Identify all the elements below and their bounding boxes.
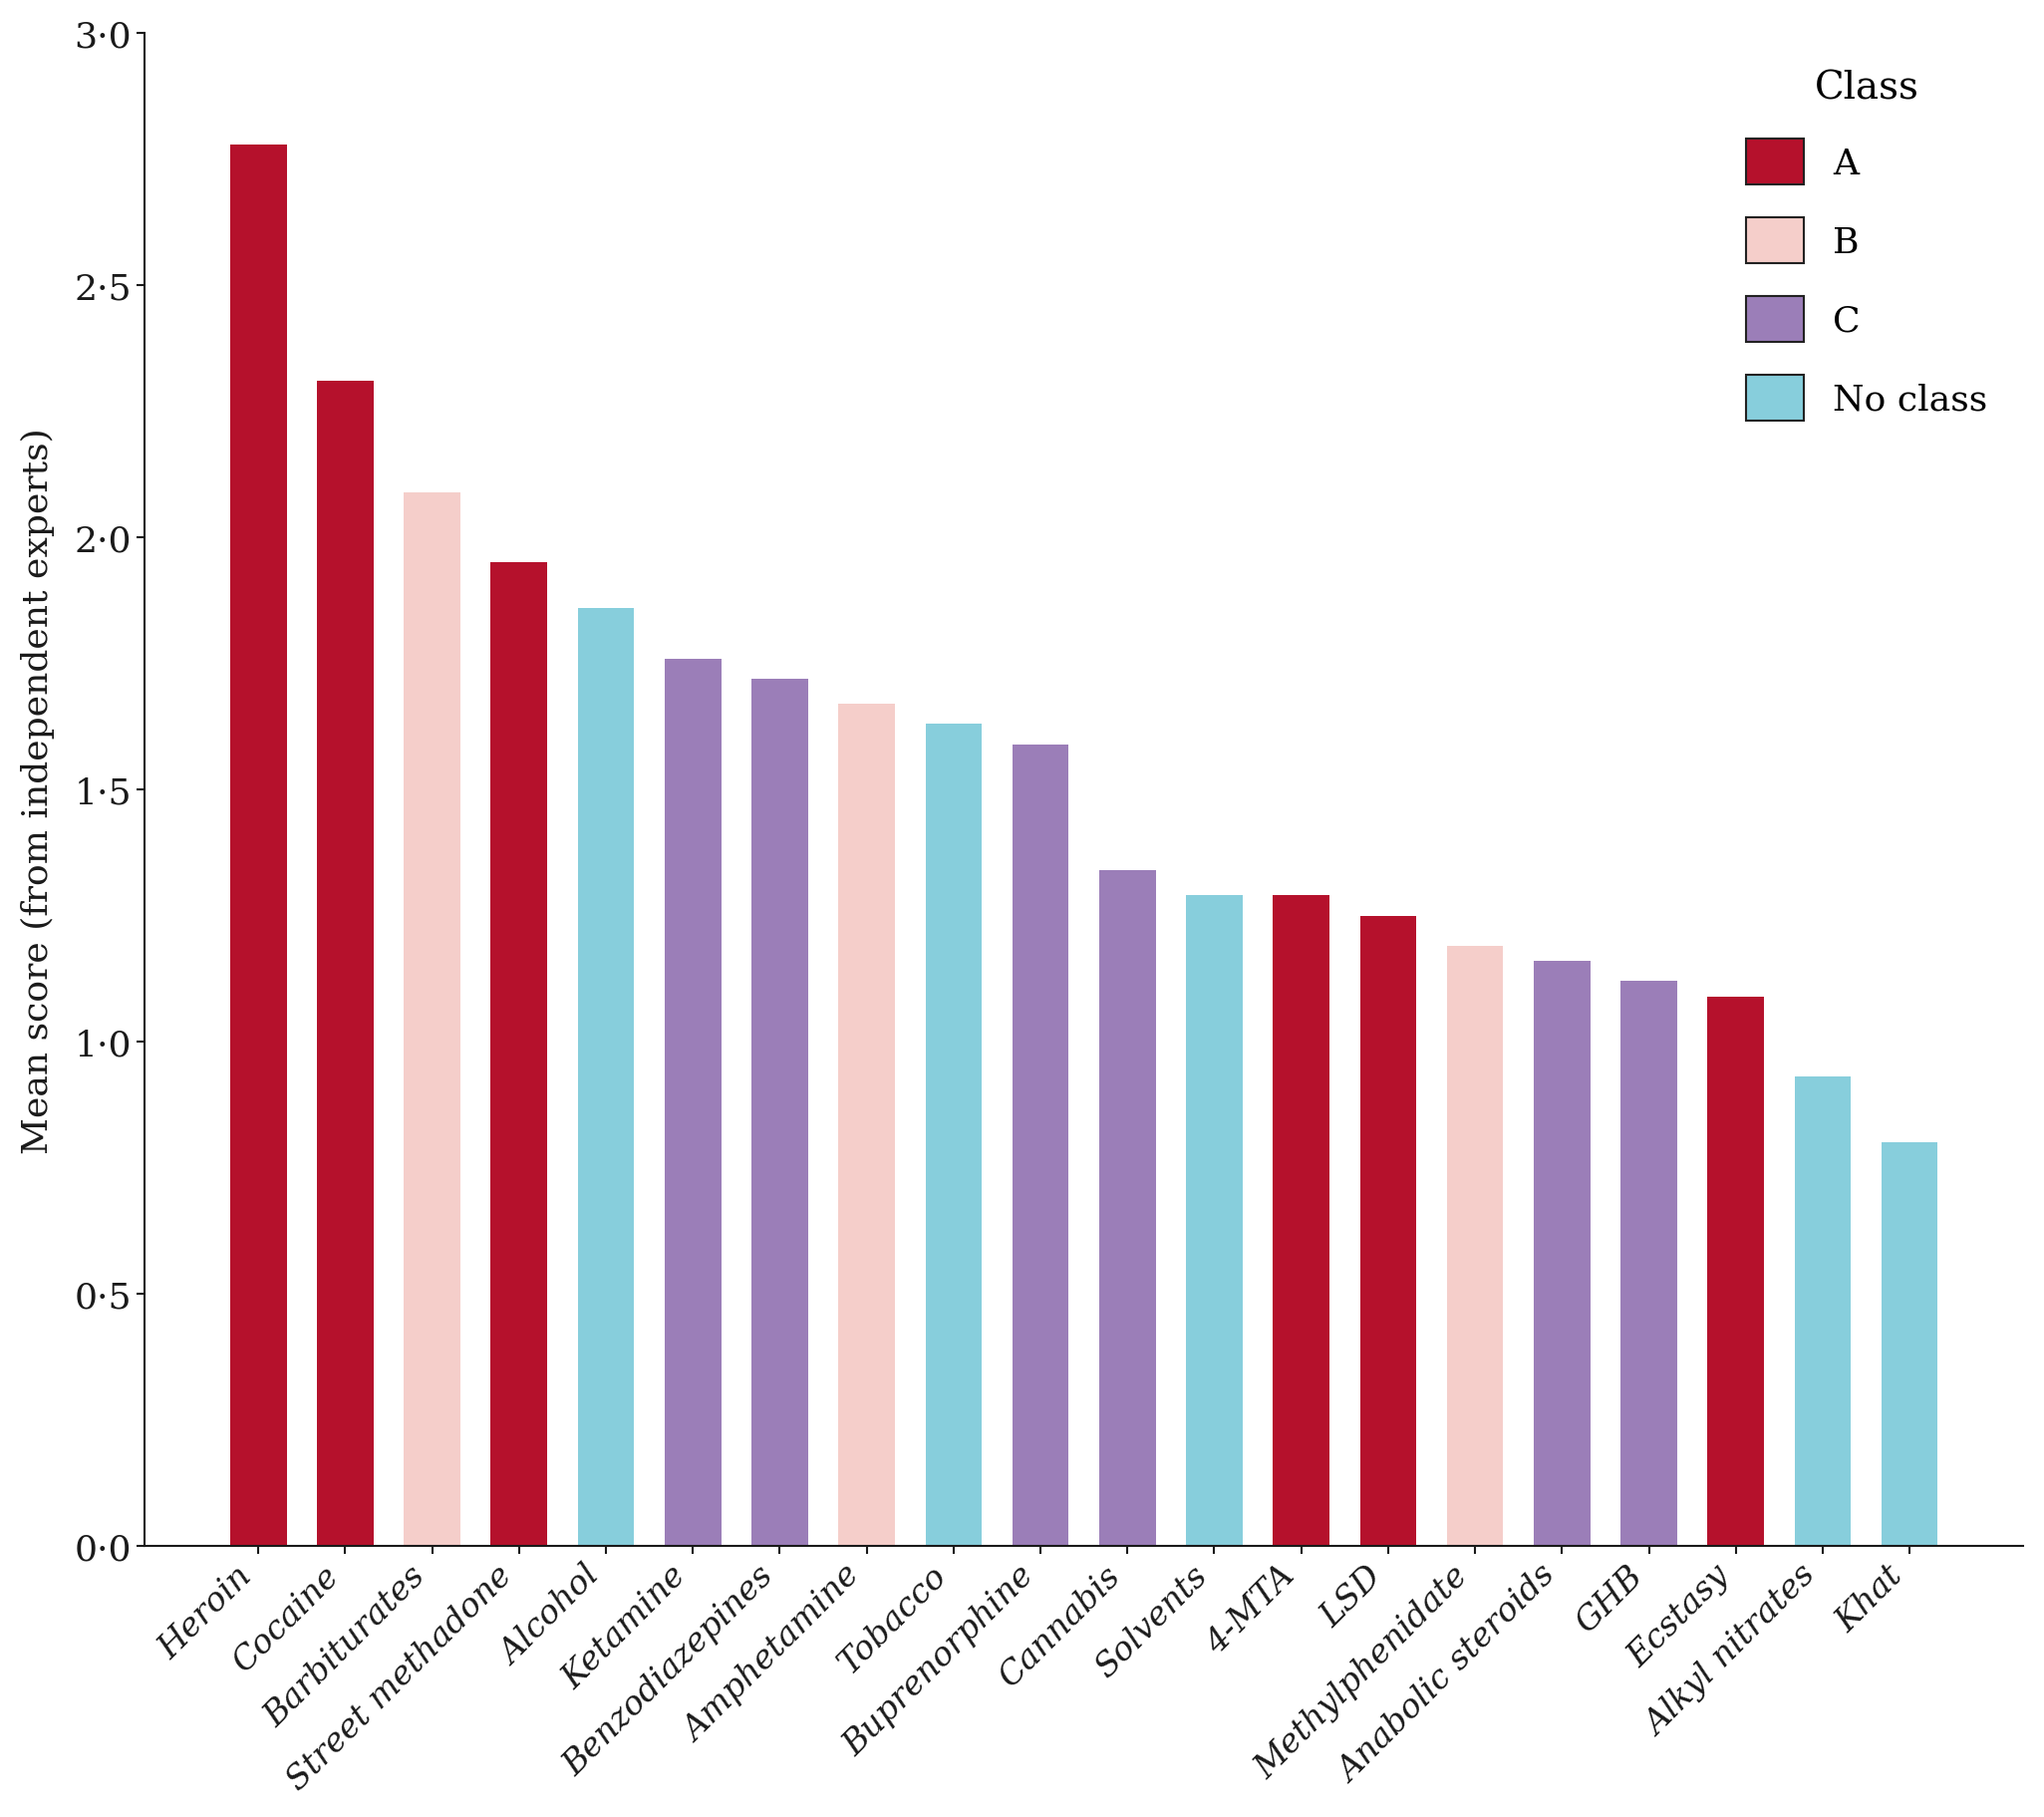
Bar xyxy=(491,563,548,1546)
Bar xyxy=(1880,1143,1938,1546)
Bar xyxy=(752,680,807,1546)
Bar xyxy=(1273,896,1329,1546)
Bar xyxy=(664,660,722,1546)
Y-axis label: Mean score (from independent experts): Mean score (from independent experts) xyxy=(20,427,55,1154)
Bar xyxy=(1186,896,1243,1546)
Bar xyxy=(1100,870,1155,1546)
Bar xyxy=(838,705,895,1546)
Bar xyxy=(317,382,374,1546)
Bar xyxy=(1621,981,1678,1546)
Bar xyxy=(1012,745,1069,1546)
Bar xyxy=(405,492,460,1546)
Bar xyxy=(1447,947,1502,1546)
Legend: A, B, C, No class: A, B, C, No class xyxy=(1727,53,2005,440)
Bar xyxy=(578,609,634,1546)
Bar xyxy=(926,725,981,1546)
Bar xyxy=(231,145,286,1546)
Bar xyxy=(1707,998,1764,1546)
Bar xyxy=(1533,961,1590,1546)
Bar xyxy=(1795,1077,1852,1546)
Bar xyxy=(1359,916,1416,1546)
